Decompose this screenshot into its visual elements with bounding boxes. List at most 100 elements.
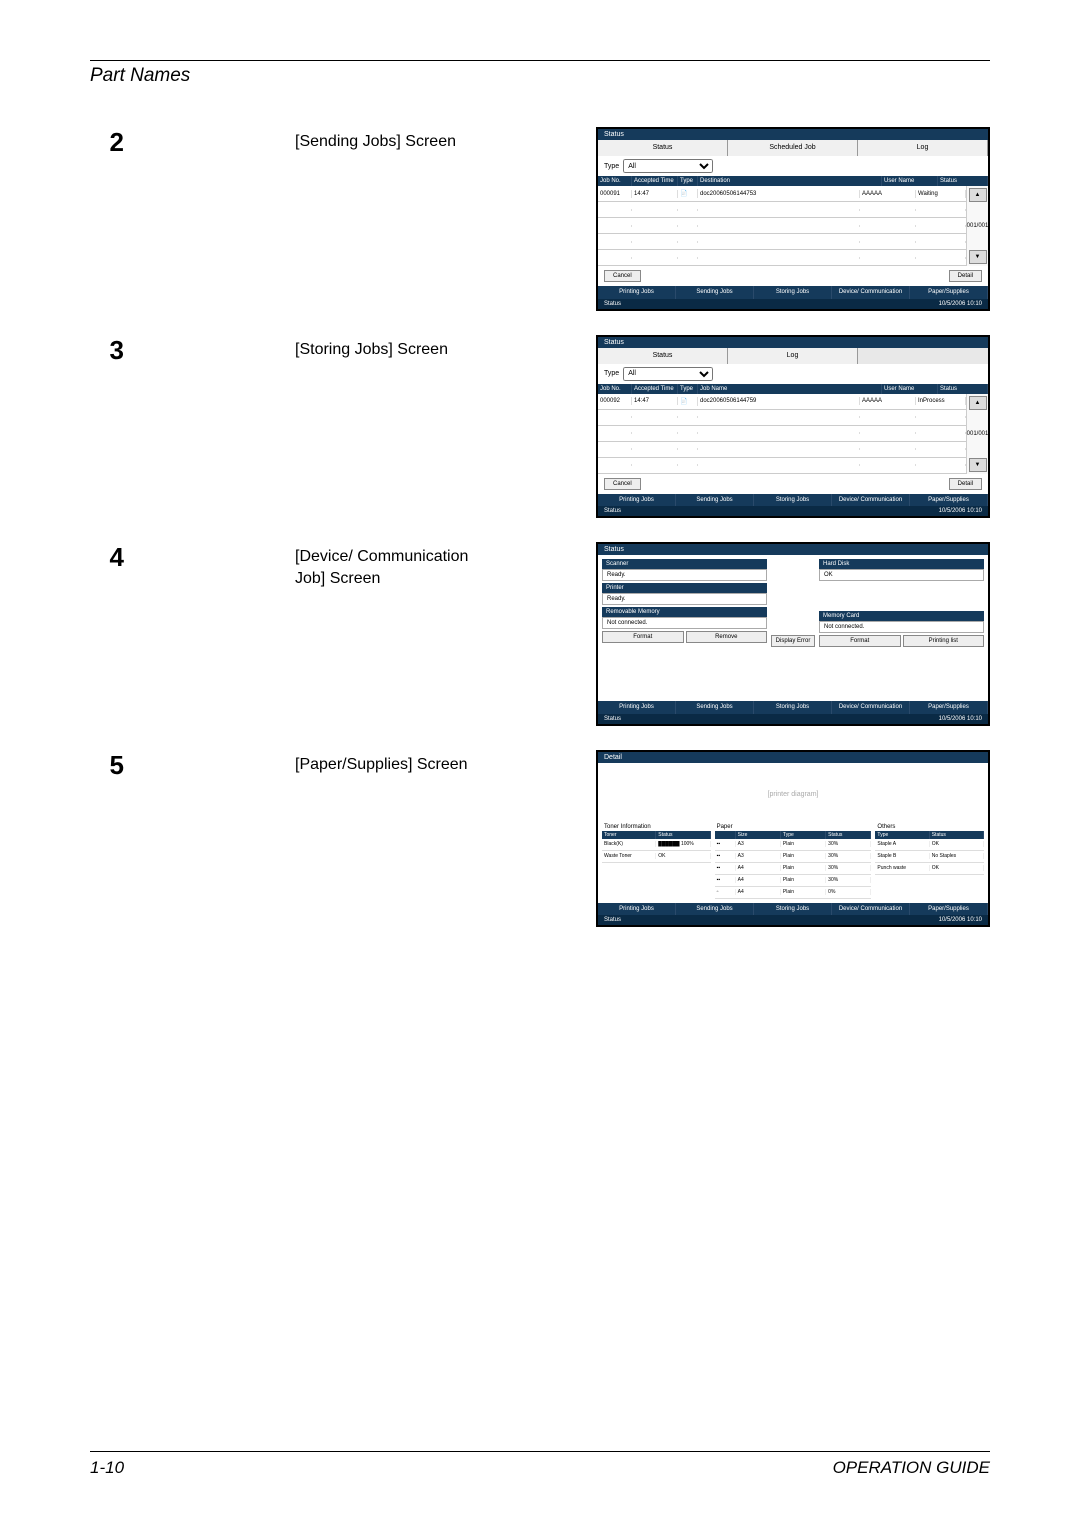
cancel-button[interactable]: Cancel (604, 478, 641, 490)
table-row[interactable]: 000092 14:47 📄 doc20060506144759 AAAAA I… (598, 394, 966, 410)
btab-device[interactable]: Device/ Communication (832, 286, 910, 299)
others-row: Staple BNo Staples (875, 851, 984, 863)
printer-value: Ready. (602, 593, 767, 605)
item-number: 5 (90, 750, 140, 781)
statusbar-left: Status (604, 917, 621, 923)
format-button[interactable]: Format (819, 635, 901, 647)
col-jobno: Job No. (598, 176, 632, 186)
toner-row: Waste TonerOK (602, 851, 711, 863)
btab-device[interactable]: Device/ Communication (832, 903, 910, 916)
col-time: Accepted Time (632, 384, 678, 394)
col-user: User Name (882, 384, 938, 394)
btab-storing[interactable]: Storing Jobs (754, 286, 832, 299)
printer-label: Printer (602, 583, 767, 593)
btab-printing[interactable]: Printing Jobs (598, 286, 676, 299)
detail-button[interactable]: Detail (949, 270, 982, 282)
btab-storing[interactable]: Storing Jobs (754, 494, 832, 507)
status-bar: Status (598, 129, 988, 140)
paper-row: ▪▪A4Plain30% (715, 863, 872, 875)
item-2: 2 [Sending Jobs] Screen Status Status Sc… (90, 127, 990, 311)
btab-printing[interactable]: Printing Jobs (598, 494, 676, 507)
others-row: Staple AOK (875, 839, 984, 851)
printer-diagram-icon: [printer diagram] (602, 767, 984, 823)
remove-button[interactable]: Remove (686, 631, 768, 643)
item-3: 3 [Storing Jobs] Screen Status Status Lo… (90, 335, 990, 519)
paper-supplies-screenshot: Detail [printer diagram] Toner Informati… (596, 750, 990, 928)
btab-paper[interactable]: Paper/Supplies (910, 701, 988, 714)
type-label: Type (604, 370, 619, 377)
type-select[interactable]: All (623, 159, 713, 173)
display-error-button[interactable]: Display Error (771, 635, 815, 647)
btab-paper[interactable]: Paper/Supplies (910, 286, 988, 299)
statusbar-left: Status (604, 716, 621, 722)
btab-device[interactable]: Device/ Communication (832, 701, 910, 714)
scroll-down-icon[interactable]: ▼ (969, 458, 987, 472)
page-header: Part Names (90, 65, 990, 87)
detail-button[interactable]: Detail (949, 478, 982, 490)
col-time: Accepted Time (632, 176, 678, 186)
footer-right: OPERATION GUIDE (833, 1458, 990, 1478)
col-dest: Destination (698, 176, 882, 186)
cancel-button[interactable]: Cancel (604, 270, 641, 282)
paper-row: ▫A4Plain0% (715, 887, 872, 899)
item-title: [Storing Jobs] Screen (295, 335, 485, 361)
type-select[interactable]: All (623, 367, 713, 381)
storing-jobs-screenshot: Status Status Log Type All Job No. Accep… (596, 335, 990, 519)
scroll-down-icon[interactable]: ▼ (969, 250, 987, 264)
tab-log[interactable]: Log (728, 348, 858, 364)
harddisk-value: OK (819, 569, 984, 581)
sending-jobs-screenshot: Status Status Scheduled Job Log Type All… (596, 127, 990, 311)
col-status: Status (938, 384, 988, 394)
paper-row: ▪▪A4Plain30% (715, 875, 872, 887)
btab-storing[interactable]: Storing Jobs (754, 903, 832, 916)
others-title: Others (875, 823, 984, 831)
btab-sending[interactable]: Sending Jobs (676, 701, 754, 714)
detail-bar: Detail (598, 752, 988, 763)
harddisk-label: Hard Disk (819, 559, 984, 569)
col-type: Type (678, 384, 698, 394)
item-number: 4 (90, 542, 140, 573)
tab-status[interactable]: Status (598, 140, 728, 156)
btab-storing[interactable]: Storing Jobs (754, 701, 832, 714)
memcard-label: Memory Card (819, 611, 984, 621)
page-counter: 001/001 (967, 223, 989, 229)
tab-scheduled[interactable]: Scheduled Job (728, 140, 858, 156)
btab-sending[interactable]: Sending Jobs (676, 903, 754, 916)
statusbar-right: 10/5/2006 10:10 (939, 508, 982, 514)
btab-printing[interactable]: Printing Jobs (598, 903, 676, 916)
item-5: 5 [Paper/Supplies] Screen Detail [printe… (90, 750, 990, 928)
item-4: 4 [Device/ Communication Job] Screen Sta… (90, 542, 990, 726)
scanner-label: Scanner (602, 559, 767, 569)
scroll-up-icon[interactable]: ▲ (969, 188, 987, 202)
statusbar-left: Status (604, 508, 621, 514)
format-button[interactable]: Format (602, 631, 684, 643)
memcard-value: Not connected. (819, 621, 984, 633)
tab-status[interactable]: Status (598, 348, 728, 364)
paper-row: ▪▪A3Plain30% (715, 851, 872, 863)
btab-sending[interactable]: Sending Jobs (676, 494, 754, 507)
btab-printing[interactable]: Printing Jobs (598, 701, 676, 714)
tab-log[interactable]: Log (858, 140, 988, 156)
statusbar-left: Status (604, 301, 621, 307)
statusbar-right: 10/5/2006 10:10 (939, 917, 982, 923)
toner-row: Black(K)██████ 100% (602, 839, 711, 851)
paper-row: ▪▪A3Plain30% (715, 839, 872, 851)
type-label: Type (604, 163, 619, 170)
btab-sending[interactable]: Sending Jobs (676, 286, 754, 299)
btab-device[interactable]: Device/ Communication (832, 494, 910, 507)
others-row: Punch wasteOK (875, 863, 984, 875)
item-number: 2 (90, 127, 140, 158)
table-row[interactable]: 000091 14:47 📄 doc20060506144753 AAAAA W… (598, 186, 966, 202)
printing-list-button[interactable]: Printing list (903, 635, 985, 647)
item-title: [Sending Jobs] Screen (295, 127, 485, 153)
btab-paper[interactable]: Paper/Supplies (910, 494, 988, 507)
footer-left: 1-10 (90, 1458, 124, 1478)
scroll-up-icon[interactable]: ▲ (969, 396, 987, 410)
col-user: User Name (882, 176, 938, 186)
statusbar-right: 10/5/2006 10:10 (939, 716, 982, 722)
col-status: Status (938, 176, 988, 186)
btab-paper[interactable]: Paper/Supplies (910, 903, 988, 916)
status-bar: Status (598, 544, 988, 555)
removable-label: Removable Memory (602, 607, 767, 617)
device-comm-screenshot: Status Scanner Ready. Printer Ready. Rem… (596, 542, 990, 726)
